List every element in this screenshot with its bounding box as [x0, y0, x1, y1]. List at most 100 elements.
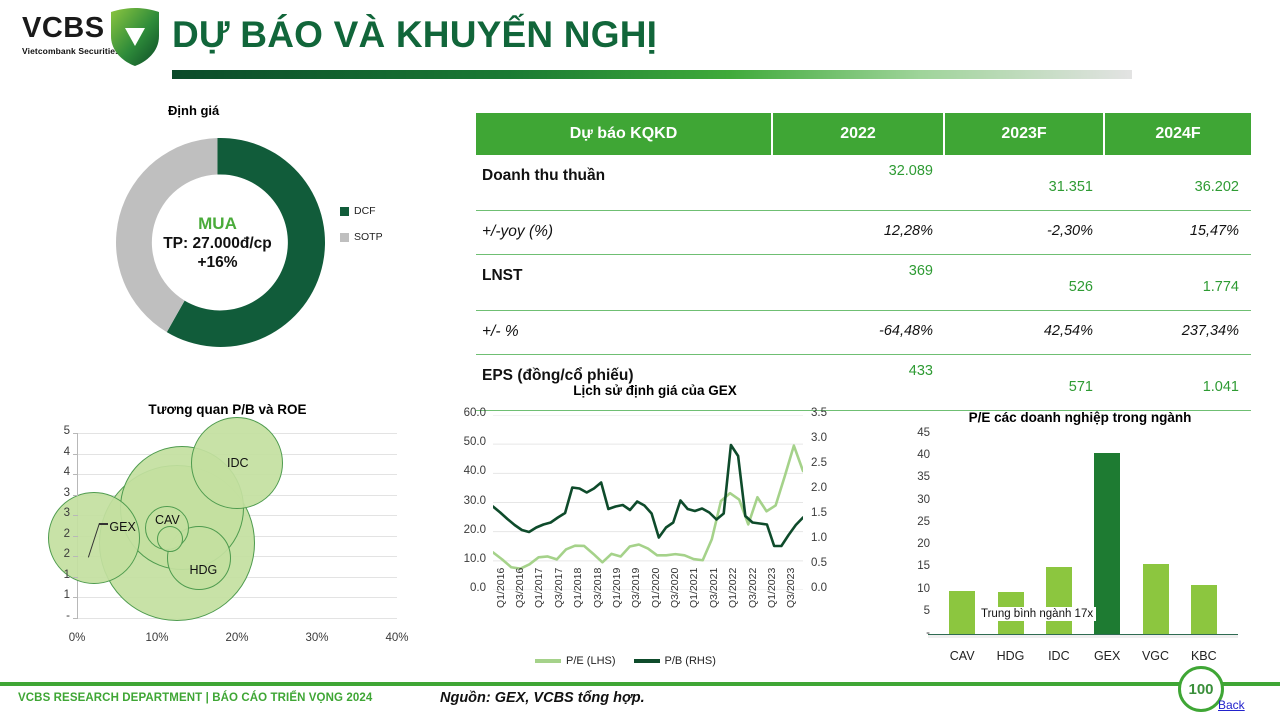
gridline — [77, 618, 397, 619]
upside-percent: +16% — [197, 254, 238, 272]
gridline — [77, 597, 397, 599]
x-tick-label: 0% — [68, 632, 86, 644]
x-tick-label: Q1/2019 — [610, 567, 623, 608]
x-tick-label: Q3/2017 — [552, 567, 565, 608]
bar-chart: Trung bình ngành 17x -5 10 15 20 25 30 35 40 45 … — [890, 405, 1270, 663]
bubble-chart: CAV HDG IDC GEX 5 4 4 3 3 2 2 1 1 - 0% 10% 20% 30% 40% — [40, 416, 415, 644]
bar-cav — [949, 590, 976, 635]
x-tick-label: 20% — [225, 632, 249, 644]
donut-legend: DCF SOTP — [340, 205, 383, 257]
row-label: EPS (đồng/cổ phiếu) — [482, 367, 634, 384]
table-row: EPS (đồng/cổ phiếu) 433 571 1.041 — [476, 355, 1251, 411]
bar-baseline — [928, 635, 1238, 638]
x-tick-label: Q1/2021 — [688, 567, 701, 608]
bubble-label-cav: CAV — [155, 513, 180, 528]
y-tick-label: 10 — [917, 582, 930, 595]
tick-mark — [73, 618, 78, 619]
bubble-point — [191, 416, 283, 509]
vcbs-logo: VCBS Vietcombank Securities — [22, 12, 167, 57]
y-tick-label-right: 1.0 — [811, 532, 827, 544]
table-cell: 12,28% — [883, 223, 933, 239]
y-tick-label-right: 0.0 — [811, 582, 827, 594]
donut-svg — [116, 137, 326, 347]
line-chart-legend: P/E (LHS) P/B (RHS) — [535, 655, 716, 667]
tick-mark — [73, 535, 78, 537]
table-cell: 433 — [908, 363, 933, 379]
row-label: +/- % — [482, 323, 519, 340]
y-tick-label: 2 — [63, 527, 70, 540]
table-row: LNST 369 526 1.774 — [476, 255, 1251, 311]
x-tick-label: 10% — [145, 632, 169, 644]
back-link[interactable]: Back — [1218, 698, 1245, 712]
page-number-badge: 100 — [1178, 666, 1224, 712]
tick-mark — [73, 576, 78, 578]
bar-plot-area: Trung bình ngành 17x — [928, 435, 1238, 635]
y-tick-label: 15 — [917, 560, 930, 573]
series-pe-line — [493, 444, 803, 571]
y-tick-label: 2 — [63, 548, 70, 561]
x-tick-label: Q3/2022 — [746, 567, 759, 608]
table-cell: 32.089 — [888, 163, 933, 179]
industry-average-line — [928, 633, 1238, 635]
table-cell: -2,30% — [1047, 223, 1093, 239]
y-tick-label-left: 20.0 — [463, 523, 486, 536]
y-tick-label-right: 1.5 — [811, 507, 827, 519]
legend-item-pe: P/E (LHS) — [535, 655, 616, 667]
source-note: Nguồn: GEX, VCBS tổng hợp. — [440, 690, 645, 706]
col-header-metric: Dự báo KQKD — [476, 113, 773, 155]
tick-mark — [73, 433, 78, 434]
col-header-2022: 2022 — [773, 113, 945, 155]
x-tick-label: KBC — [1190, 649, 1217, 663]
y-tick-label-left: 0.0 — [470, 582, 486, 594]
donut-slice-sotp — [116, 138, 218, 333]
y-tick-label-right: 2.0 — [811, 482, 827, 494]
bubble-point — [156, 525, 183, 552]
line-chart-title: Lịch sử định giá của GEX — [573, 383, 737, 398]
legend-item-dcf: DCF — [340, 205, 383, 217]
x-tick-label: Q1/2022 — [727, 567, 740, 608]
x-tick-label: Q1/2016 — [494, 567, 507, 608]
x-tick-label: Q3/2023 — [785, 567, 798, 608]
table-row: +/- % -64,48% 42,54% 237,34% — [476, 311, 1251, 355]
bubble-label-hdg: HDG — [189, 563, 218, 578]
recommendation-badge: MUA — [198, 213, 237, 233]
target-price: TP: 27.000đ/cp — [163, 234, 272, 252]
x-tick-label: Q1/2017 — [533, 567, 546, 608]
table-cell: 1.041 — [1202, 379, 1239, 395]
gex-leader-tick — [99, 523, 109, 525]
y-tick-label-left: 60.0 — [463, 407, 486, 419]
bubble-chart-title: Tương quan P/B và ROE — [148, 402, 307, 417]
donut-slice-dcf — [166, 137, 326, 347]
legend-swatch-icon — [340, 232, 349, 242]
page-number: 100 — [1188, 680, 1214, 698]
table-cell: 31.351 — [1048, 179, 1093, 195]
y-tick-label: 3 — [63, 486, 70, 499]
bar-vgc — [1142, 563, 1169, 635]
logo-wordmark: VCBS — [22, 12, 105, 44]
table-header-row: Dự báo KQKD 2022 2023F 2024F — [476, 113, 1251, 155]
line-chart-svg — [493, 415, 803, 590]
y-tick-label: 1 — [63, 568, 70, 581]
legend-label-sotp: SOTP — [354, 231, 383, 243]
y-tick-label: 3 — [63, 507, 70, 520]
x-tick-label: Q3/2019 — [630, 567, 643, 608]
x-tick-label: Q3/2021 — [707, 567, 720, 608]
y-tick-label-right: 3.5 — [811, 407, 827, 419]
tick-mark — [73, 453, 78, 455]
title-underline — [172, 70, 1132, 79]
table-cell: 15,47% — [1189, 223, 1239, 239]
industry-average-label: Trung bình ngành 17x — [978, 607, 1097, 621]
x-tick-label: 30% — [305, 632, 329, 644]
line-chart: 0.0 10.0 20.0 30.0 40.0 50.0 60.0 0.0 0.5 1.0 1.5… — [440, 400, 870, 670]
bubble-plot-area: CAV HDG IDC GEX — [47, 416, 397, 621]
x-tick-label: IDC — [1048, 649, 1070, 663]
y-tick-label: - — [66, 610, 70, 622]
x-tick-label: Q1/2023 — [765, 567, 778, 608]
row-label: +/-yoy (%) — [482, 223, 554, 240]
y-tick-label-left: 40.0 — [463, 465, 486, 478]
legend-swatch-icon — [340, 206, 349, 216]
footer-department: VCBS RESEARCH DEPARTMENT | BÁO CÁO TRIỂN… — [18, 692, 373, 704]
bar-gex — [1094, 452, 1121, 635]
y-tick-label-right: 0.5 — [811, 557, 827, 569]
